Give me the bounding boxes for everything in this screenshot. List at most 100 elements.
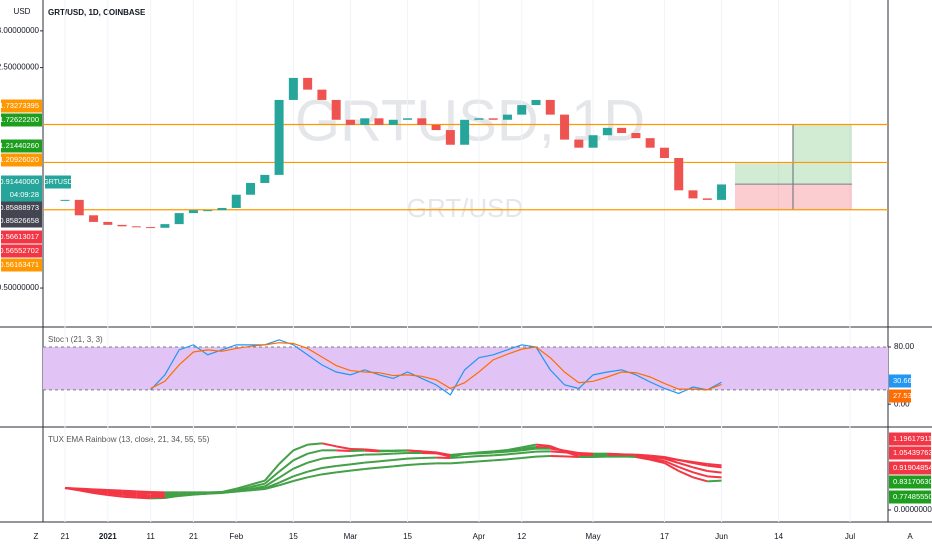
candle — [188, 210, 198, 214]
ema-segment — [635, 455, 651, 459]
value-badge-label: 30.66 — [893, 376, 912, 385]
ema-segment — [122, 491, 137, 494]
ema-segment — [350, 453, 365, 457]
ema-segment — [278, 459, 294, 473]
ema-segment — [435, 452, 451, 456]
ema-segment — [264, 476, 280, 488]
candle — [717, 184, 727, 200]
value-badge — [889, 490, 931, 504]
ema-segment — [236, 483, 251, 490]
candle — [317, 89, 327, 100]
ema-segment — [707, 463, 722, 467]
ema-segment — [307, 449, 323, 455]
ema-segment — [478, 451, 494, 455]
ema-segment — [678, 470, 694, 479]
ema-segment — [493, 458, 508, 462]
x-tick-label: Jul — [845, 532, 855, 541]
corner-button[interactable]: A — [907, 532, 913, 541]
price-badge-label: 04:09:28 — [10, 190, 39, 199]
x-tick-label: 21 — [61, 532, 70, 541]
ema-segment — [692, 476, 708, 483]
ema-segment — [393, 452, 408, 455]
y-tick-label: 2.50000000 — [0, 63, 40, 72]
ema-segment — [450, 461, 465, 465]
x-tick-label: 2021 — [99, 532, 117, 541]
ema-segment — [136, 495, 151, 498]
candle — [403, 118, 413, 120]
ema-segment — [550, 447, 565, 452]
value-badge — [889, 374, 911, 388]
price-badge-label: 1.20926020 — [0, 155, 39, 164]
ema-segment — [507, 457, 522, 461]
stoch-line — [150, 339, 722, 396]
ema-segment — [493, 453, 508, 457]
candle — [103, 221, 113, 225]
ema-segment — [122, 492, 137, 496]
candle — [645, 138, 655, 148]
price-badge — [1, 244, 42, 258]
ema-segment — [236, 486, 251, 492]
candle — [117, 224, 127, 227]
ema-segment — [321, 456, 337, 460]
candle — [431, 124, 441, 131]
ema-segment — [264, 463, 280, 482]
ema-segment — [307, 467, 323, 473]
ema-segment — [464, 455, 479, 458]
ema-segment — [121, 493, 137, 497]
ema-segment — [378, 459, 394, 463]
ema-segment — [521, 443, 537, 449]
ema-segment — [250, 488, 265, 492]
ema-segment — [164, 495, 180, 499]
ema-segment — [521, 447, 537, 452]
ema-segment — [478, 459, 494, 463]
ema-segment — [635, 453, 651, 457]
ema-segment — [321, 465, 337, 469]
candle — [445, 130, 455, 145]
ema-segment — [649, 458, 665, 464]
ema-segment — [107, 490, 123, 493]
value-badge — [889, 432, 931, 446]
price-badge — [1, 230, 42, 244]
candle — [60, 199, 70, 201]
symbol-tag-label: GRTUSD — [43, 179, 72, 186]
position-target — [735, 162, 793, 185]
candle — [602, 127, 612, 136]
x-tick-label: Jun — [715, 532, 728, 541]
corner-button[interactable]: Z — [34, 532, 39, 541]
candle — [474, 118, 484, 120]
ema-segment — [550, 450, 565, 454]
price-badge-label: 0.85888973 — [0, 203, 39, 212]
candle — [131, 226, 141, 228]
ema-segment — [278, 475, 294, 484]
ema-segment — [264, 484, 280, 490]
candle — [502, 114, 512, 120]
ema-segment — [336, 449, 351, 452]
value-badge — [889, 389, 911, 403]
candle — [659, 147, 669, 158]
ema-segment — [507, 446, 522, 451]
candle — [331, 99, 341, 120]
ema-segment — [250, 482, 266, 488]
x-tick-label: Apr — [473, 532, 486, 541]
candle — [517, 105, 527, 115]
ema-segment — [336, 469, 351, 474]
ema-title: TUX EMA Rainbow (13, close, 21, 34, 55, … — [48, 435, 210, 444]
candle — [74, 199, 84, 216]
ema-segment — [507, 452, 522, 456]
y-axis-label: USD — [14, 7, 31, 16]
ema-segment — [663, 462, 680, 472]
x-tick-label: 14 — [774, 532, 783, 541]
price-badge-label: 1.21440260 — [0, 141, 39, 150]
y-tick-label: 80.00 — [894, 342, 915, 351]
ema-segment — [678, 466, 694, 474]
ema-segment — [335, 445, 351, 450]
candle — [702, 198, 712, 200]
candle — [617, 127, 627, 134]
candle — [203, 210, 213, 212]
ema-segment — [107, 489, 123, 492]
ema-segment — [278, 480, 294, 487]
ema-segment — [664, 460, 680, 468]
ema-segment — [407, 457, 422, 460]
y-tick-label: -0.50000000 — [0, 283, 40, 292]
